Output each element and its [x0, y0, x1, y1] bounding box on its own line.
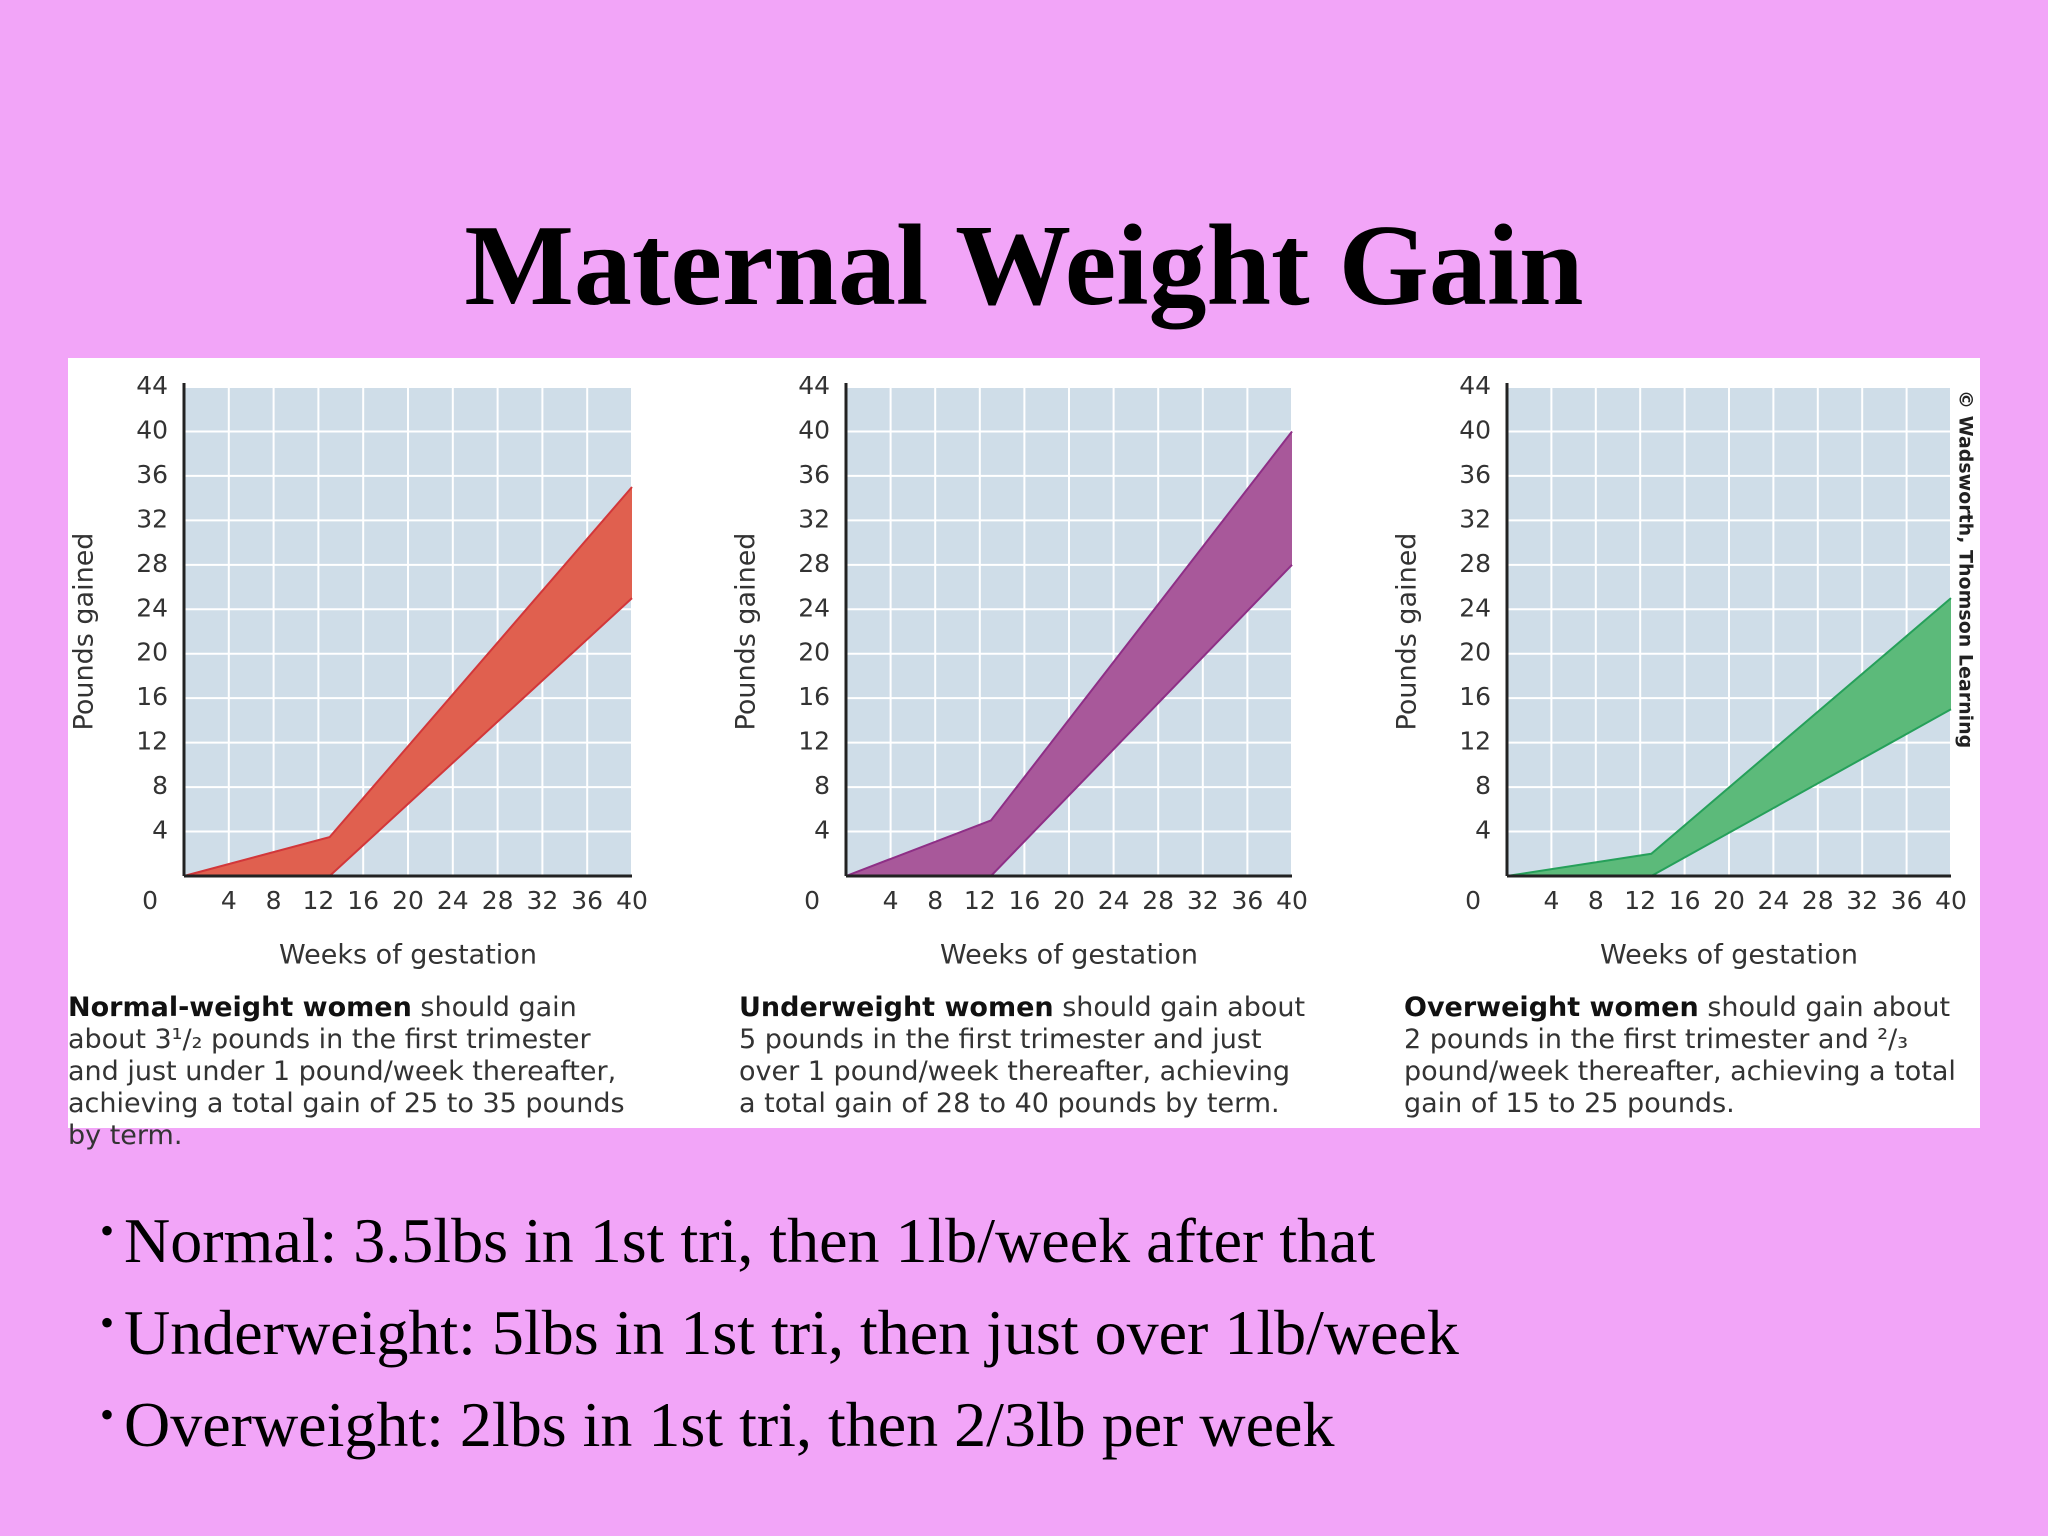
x-tick-label: 12 [964, 886, 996, 915]
caption-bold: Underweight women [739, 992, 1054, 1023]
y-tick-label: 24 [1459, 593, 1491, 622]
x-tick-label: 36 [571, 886, 603, 915]
x-tick-label: 16 [1008, 886, 1040, 915]
bullet: Normal: 3.5lbs in 1st tri, then 1lb/week… [100, 1190, 1459, 1282]
y-tick-label: 8 [1475, 771, 1491, 800]
y-tick-label: 24 [136, 593, 168, 622]
x-tick-label: 40 [1935, 886, 1967, 915]
credit: © Wadsworth, Thomson Learning [1955, 390, 1977, 748]
y-tick-label: 32 [798, 504, 830, 533]
y-tick-label: 24 [798, 593, 830, 622]
x-tick-label: 32 [526, 886, 558, 915]
x-tick-label: 24 [437, 886, 469, 915]
x-tick-label: 28 [1142, 886, 1174, 915]
band-fill [1507, 598, 1951, 876]
x-tick-label: 12 [1624, 886, 1656, 915]
y-tick-label: 16 [798, 682, 830, 711]
y-tick-label: 12 [136, 727, 168, 756]
y-tick-label: 20 [136, 638, 168, 667]
x-tick-label: 16 [1669, 886, 1701, 915]
y-tick-label: 36 [136, 460, 168, 489]
x-tick-label: 20 [1053, 886, 1085, 915]
y-tick-label: 4 [1475, 816, 1491, 845]
y-tick-label: 40 [1459, 415, 1491, 444]
y-axis-title: Pounds gained [1392, 533, 1423, 731]
x-tick-label: 40 [616, 886, 648, 915]
y-tick-label: 4 [814, 816, 830, 845]
y-tick-label: 28 [798, 549, 830, 578]
y-tick-label: 28 [1459, 549, 1491, 578]
x-tick-label: 40 [1276, 886, 1308, 915]
y-tick-label: 44 [136, 371, 168, 400]
bullet: Underweight: 5lbs in 1st tri, then just … [100, 1282, 1459, 1374]
band-fill [846, 431, 1292, 876]
y-tick-label: 12 [798, 727, 830, 756]
x-tick-label: 32 [1187, 886, 1219, 915]
y-tick-label: 16 [136, 682, 168, 711]
bullet-list: Normal: 3.5lbs in 1st tri, then 1lb/week… [100, 1190, 1459, 1466]
x-axis-title: Weeks of gestation [940, 940, 1198, 971]
x-axis-title: Weeks of gestation [1600, 940, 1858, 971]
caption-text: should gain about 5 pounds in the first … [739, 992, 1306, 1119]
x-tick-label: 20 [392, 886, 424, 915]
caption: Underweight women should gain about 5 po… [739, 992, 1309, 1120]
y-tick-label: 12 [1459, 727, 1491, 756]
caption: Normal-weight women should gain about 3¹… [68, 992, 638, 1152]
y-tick-label: 4 [152, 816, 168, 845]
y-tick-label: 0 [1465, 886, 1481, 915]
y-tick-label: 16 [1459, 682, 1491, 711]
x-tick-label: 36 [1231, 886, 1263, 915]
y-tick-label: 36 [1459, 460, 1491, 489]
bullet: Overweight: 2lbs in 1st tri, then 2/3lb … [100, 1374, 1459, 1466]
caption-text: should gain about 2 pounds in the first … [1404, 992, 1956, 1119]
x-tick-label: 24 [1098, 886, 1130, 915]
x-tick-label: 24 [1757, 886, 1789, 915]
band-edge [1506, 597, 1952, 877]
x-tick-label: 20 [1713, 886, 1745, 915]
y-tick-label: 20 [1459, 638, 1491, 667]
x-tick-label: 32 [1846, 886, 1878, 915]
x-tick-label: 4 [1543, 886, 1559, 915]
y-tick-label: 44 [1459, 371, 1491, 400]
x-tick-label: 16 [347, 886, 379, 915]
x-tick-label: 8 [266, 886, 282, 915]
y-tick-label: 0 [804, 886, 820, 915]
caption-text: should gain about 3¹/₂ pounds in the fir… [68, 992, 625, 1151]
y-axis-title: Pounds gained [731, 533, 762, 731]
x-tick-label: 8 [1588, 886, 1604, 915]
y-tick-label: 20 [798, 638, 830, 667]
band-edge [183, 486, 633, 877]
band-fill [184, 487, 632, 876]
y-tick-label: 40 [136, 415, 168, 444]
caption-bold: Normal-weight women [68, 992, 412, 1023]
x-axis-title: Weeks of gestation [279, 940, 537, 971]
y-tick-label: 28 [136, 549, 168, 578]
y-tick-label: 8 [814, 771, 830, 800]
y-tick-label: 32 [1459, 504, 1491, 533]
y-tick-label: 40 [798, 415, 830, 444]
x-tick-label: 36 [1891, 886, 1923, 915]
y-tick-label: 8 [152, 771, 168, 800]
band-edge [845, 430, 1293, 877]
x-tick-label: 28 [1802, 886, 1834, 915]
caption-bold: Overweight women [1404, 992, 1699, 1023]
x-tick-label: 12 [302, 886, 334, 915]
caption: Overweight women should gain about 2 pou… [1404, 992, 1974, 1120]
y-tick-label: 0 [142, 886, 158, 915]
y-tick-label: 36 [798, 460, 830, 489]
y-axis-title: Pounds gained [69, 533, 100, 731]
slide-title: Maternal Weight Gain [464, 202, 1584, 330]
y-tick-label: 44 [798, 371, 830, 400]
x-tick-label: 28 [482, 886, 514, 915]
x-tick-label: 4 [883, 886, 899, 915]
x-tick-label: 8 [927, 886, 943, 915]
y-tick-label: 32 [136, 504, 168, 533]
x-tick-label: 4 [221, 886, 237, 915]
